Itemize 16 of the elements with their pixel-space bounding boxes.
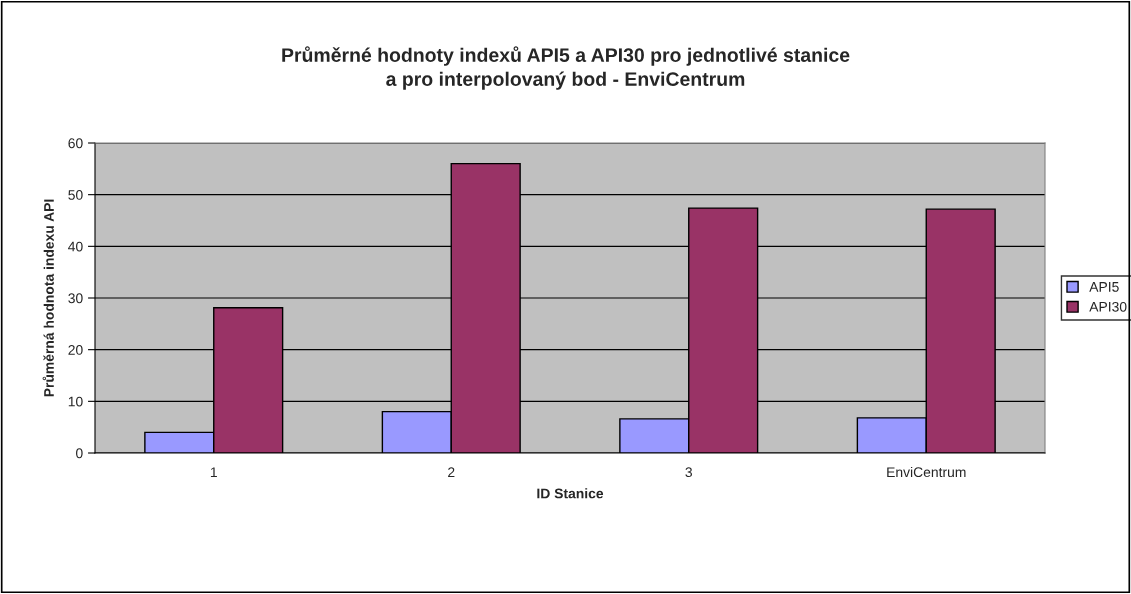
y-axis-title: Průměrná hodnota indexu API: [42, 199, 54, 397]
legend-label: API30: [1089, 301, 1127, 312]
y-tick-label: 30: [68, 293, 83, 304]
x-tick-label: 1: [210, 467, 217, 477]
y-tick-label: 50: [68, 190, 83, 200]
chart-title: Průměrné hodnoty indexů API5 a API30 pro jednotlivé stanice a pro interpolovaný bod - EnviCentrum: [282, 46, 850, 90]
y-tick-label: 60: [68, 138, 83, 149]
x-axis-title: ID Stanice: [537, 488, 604, 499]
x-tick-label: EnviCentrum: [887, 466, 966, 478]
y-tick-label: 40: [68, 241, 83, 252]
y-tick-label: 10: [68, 396, 83, 407]
x-tick-label: 3: [685, 467, 692, 478]
x-tick-label: 2: [448, 467, 455, 477]
y-tick-label: 0: [76, 448, 83, 459]
y-tick-label: 20: [68, 345, 83, 355]
legend-label: API5: [1089, 282, 1119, 292]
